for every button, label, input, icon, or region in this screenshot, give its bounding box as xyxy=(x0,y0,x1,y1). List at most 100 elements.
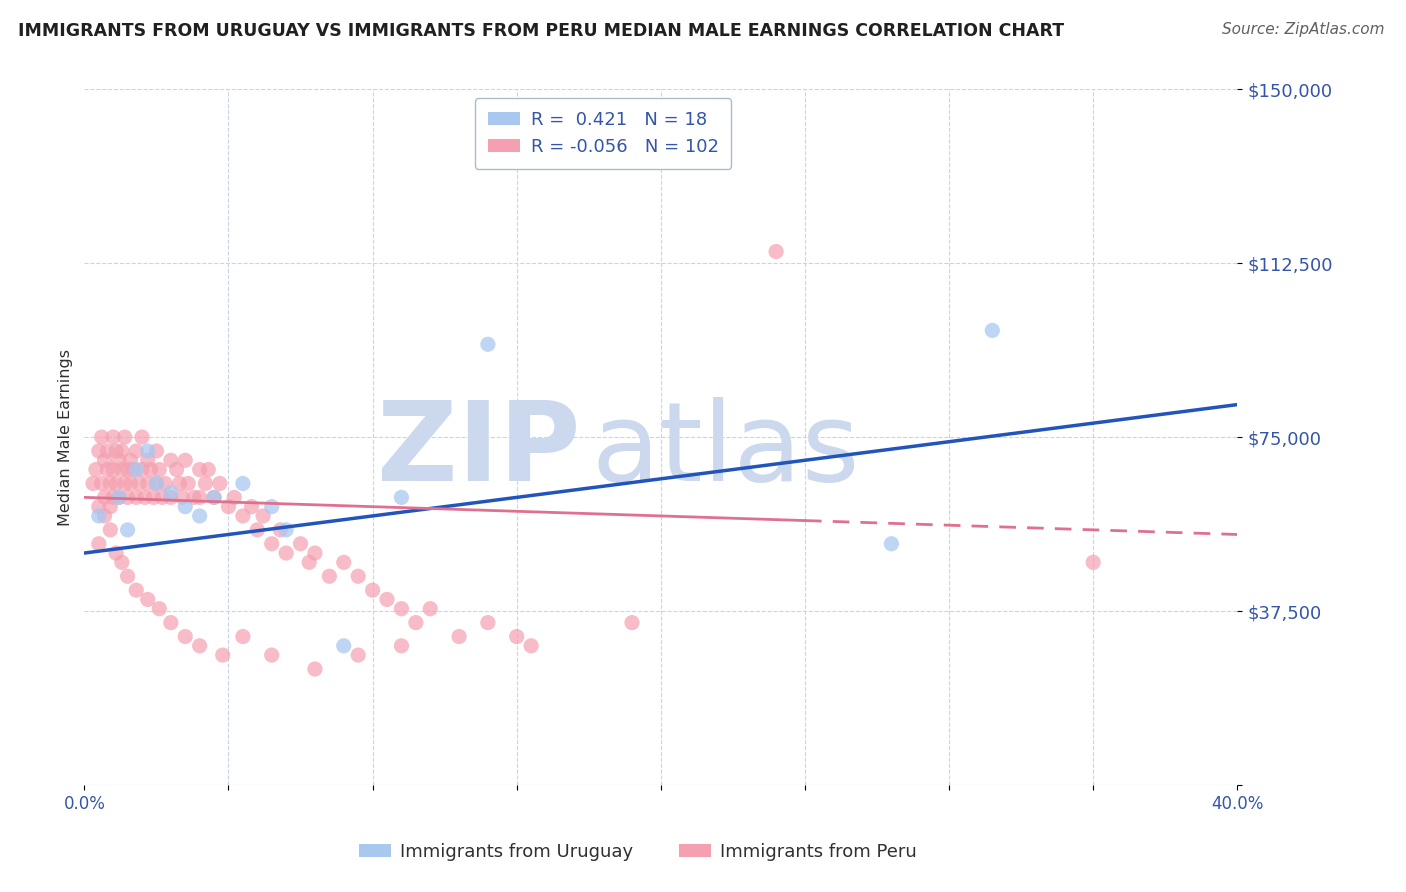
Point xyxy=(87,444,110,458)
Point xyxy=(304,546,326,560)
Point xyxy=(136,592,159,607)
Point xyxy=(347,648,370,662)
Point xyxy=(136,444,159,458)
Point xyxy=(125,444,148,458)
Point xyxy=(405,615,427,630)
Point xyxy=(981,323,1004,337)
Point xyxy=(880,537,903,551)
Y-axis label: Median Male Earnings: Median Male Earnings xyxy=(58,349,73,525)
Legend: Immigrants from Uruguay, Immigrants from Peru: Immigrants from Uruguay, Immigrants from… xyxy=(352,836,924,868)
Text: IMMIGRANTS FROM URUGUAY VS IMMIGRANTS FROM PERU MEDIAN MALE EARNINGS CORRELATION: IMMIGRANTS FROM URUGUAY VS IMMIGRANTS FR… xyxy=(18,22,1064,40)
Point xyxy=(136,453,159,467)
Point xyxy=(188,462,211,476)
Point xyxy=(93,453,115,467)
Point xyxy=(153,476,176,491)
Point xyxy=(131,462,153,476)
Point xyxy=(139,462,162,476)
Point xyxy=(211,648,233,662)
Point xyxy=(111,444,134,458)
Point xyxy=(391,639,413,653)
Point xyxy=(260,648,283,662)
Point xyxy=(96,444,118,458)
Point xyxy=(160,491,183,505)
Point xyxy=(174,630,197,644)
Point xyxy=(188,491,211,505)
Point xyxy=(82,476,104,491)
Point xyxy=(449,630,471,644)
Point xyxy=(105,546,128,560)
Point xyxy=(111,555,134,569)
Point xyxy=(87,508,110,523)
Point xyxy=(96,462,118,476)
Point xyxy=(134,491,156,505)
Point xyxy=(1083,555,1105,569)
Point xyxy=(232,508,254,523)
Point xyxy=(98,523,121,537)
Point xyxy=(160,485,183,500)
Point xyxy=(269,523,291,537)
Point xyxy=(93,491,115,505)
Point xyxy=(202,491,225,505)
Point xyxy=(145,476,167,491)
Point xyxy=(93,508,115,523)
Point xyxy=(260,500,283,514)
Point xyxy=(276,523,298,537)
Point xyxy=(142,491,165,505)
Point xyxy=(224,491,246,505)
Point xyxy=(477,337,499,351)
Point xyxy=(108,491,131,505)
Point xyxy=(621,615,644,630)
Point xyxy=(318,569,340,583)
Point xyxy=(148,601,170,615)
Point xyxy=(98,476,121,491)
Point xyxy=(188,639,211,653)
Point xyxy=(765,244,787,259)
Point xyxy=(232,630,254,644)
Point xyxy=(174,453,197,467)
Point xyxy=(166,462,188,476)
Point xyxy=(103,462,124,476)
Point xyxy=(160,453,183,467)
Point xyxy=(117,523,139,537)
Text: Source: ZipAtlas.com: Source: ZipAtlas.com xyxy=(1222,22,1385,37)
Point xyxy=(108,491,131,505)
Point xyxy=(105,444,128,458)
Point xyxy=(117,569,139,583)
Point xyxy=(177,476,200,491)
Point xyxy=(520,639,543,653)
Point xyxy=(208,476,231,491)
Point xyxy=(148,462,170,476)
Point xyxy=(240,500,263,514)
Point xyxy=(477,615,499,630)
Point xyxy=(145,444,167,458)
Point xyxy=(125,491,148,505)
Text: atlas: atlas xyxy=(592,398,860,505)
Point xyxy=(218,500,240,514)
Point xyxy=(232,476,254,491)
Point xyxy=(90,430,112,444)
Point xyxy=(361,583,384,598)
Point xyxy=(375,592,398,607)
Point xyxy=(117,491,139,505)
Point xyxy=(125,583,148,598)
Point xyxy=(252,508,274,523)
Point xyxy=(169,476,191,491)
Point xyxy=(120,476,142,491)
Point xyxy=(103,491,124,505)
Point xyxy=(114,430,136,444)
Point xyxy=(506,630,529,644)
Point xyxy=(290,537,312,551)
Point xyxy=(108,453,131,467)
Point xyxy=(347,569,370,583)
Point xyxy=(117,462,139,476)
Point xyxy=(84,462,107,476)
Point xyxy=(87,537,110,551)
Point xyxy=(333,555,356,569)
Point xyxy=(87,500,110,514)
Point xyxy=(98,500,121,514)
Point xyxy=(136,476,159,491)
Point xyxy=(145,476,167,491)
Point xyxy=(103,430,124,444)
Point xyxy=(298,555,321,569)
Point xyxy=(114,476,136,491)
